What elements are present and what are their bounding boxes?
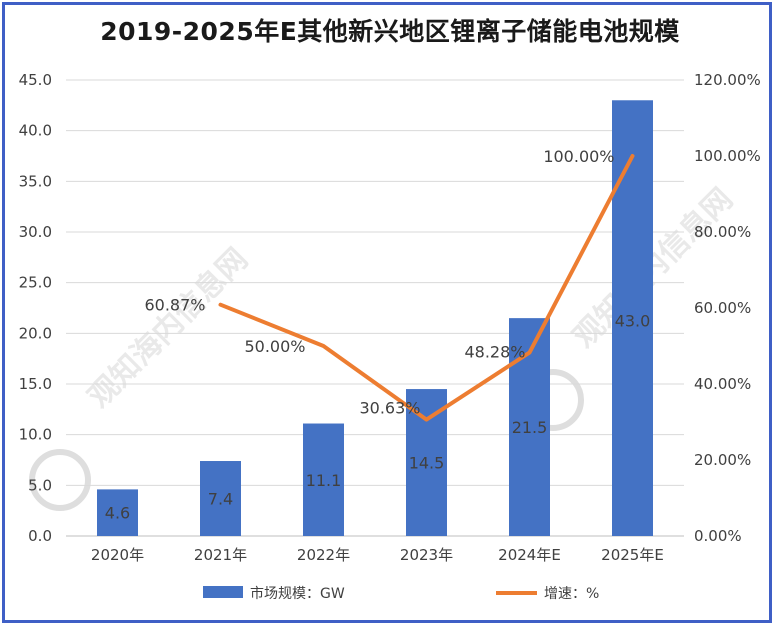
watermark-logo-icon bbox=[29, 449, 91, 511]
gridlines bbox=[66, 79, 684, 537]
y-right-tick-label: 80.00% bbox=[694, 223, 751, 241]
bar-value-label: 43.0 bbox=[615, 311, 651, 330]
line-value-label: 60.87% bbox=[144, 296, 205, 315]
y-right-tick-label: 60.00% bbox=[694, 299, 751, 317]
x-tick-label: 2024年E bbox=[498, 546, 561, 564]
bar-series bbox=[97, 100, 653, 537]
y-right-tick-label: 0.00% bbox=[694, 527, 742, 545]
y-left-tick-label: 10.0 bbox=[19, 426, 52, 444]
y-left-tick-label: 0.0 bbox=[28, 527, 52, 545]
x-tick-label: 2025年E bbox=[601, 546, 664, 564]
legend-swatch-bar bbox=[203, 586, 243, 598]
line-value-label: 100.00% bbox=[543, 147, 614, 166]
x-tick-label: 2020年 bbox=[91, 546, 144, 564]
watermark-text: 观知海内信息网 bbox=[567, 182, 740, 355]
y-right-tick-label: 100.00% bbox=[694, 147, 761, 165]
y-left-tick-label: 30.0 bbox=[19, 223, 52, 241]
x-tick-label: 2022年 bbox=[297, 546, 350, 564]
bar bbox=[612, 100, 653, 537]
line-value-label: 50.00% bbox=[244, 337, 305, 356]
y-left-tick-label: 35.0 bbox=[19, 172, 52, 190]
line-value-label: 48.28% bbox=[464, 343, 525, 362]
y-right-tick-label: 40.00% bbox=[694, 375, 751, 393]
legend-label-bar: 市场规模：GW bbox=[250, 585, 345, 602]
data-labels: 4.6 7.4 11.1 14.5 21.5 43.0 60.87% 50.00% 30.63%… bbox=[105, 147, 651, 523]
legend: 市场规模：GW 增速：% bbox=[203, 585, 599, 602]
growth-line bbox=[218, 154, 635, 422]
x-tick-label: 2023年 bbox=[400, 546, 453, 564]
bar-value-label: 21.5 bbox=[512, 418, 548, 437]
bar-value-label: 7.4 bbox=[208, 490, 233, 509]
bar bbox=[97, 489, 138, 536]
bar-value-label: 11.1 bbox=[306, 471, 342, 490]
y-left-tick-label: 40.0 bbox=[19, 122, 52, 140]
bar-value-label: 14.5 bbox=[409, 454, 445, 473]
watermark-text: 观知海内信息网 bbox=[82, 242, 255, 415]
y-left-tick-label: 45.0 bbox=[19, 71, 52, 89]
bar-value-label: 4.6 bbox=[105, 504, 130, 523]
y-left-tick-label: 25.0 bbox=[19, 274, 52, 292]
x-tick-label: 2021年 bbox=[194, 546, 247, 564]
bar bbox=[303, 423, 344, 536]
y-right-tick-label: 120.00% bbox=[694, 71, 761, 89]
y-right-tick-label: 20.00% bbox=[694, 451, 751, 469]
y-left-tick-label: 15.0 bbox=[19, 375, 52, 393]
y-left-tick-label: 20.0 bbox=[19, 324, 52, 342]
bar bbox=[200, 461, 241, 536]
axes: 0.0 5.0 10.0 15.0 20.0 25.0 30.0 35.0 40.0 45.0 0.… bbox=[19, 71, 761, 564]
y-left-tick-label: 5.0 bbox=[28, 476, 52, 494]
line-series bbox=[218, 154, 635, 422]
bar bbox=[406, 389, 447, 536]
legend-label-line: 增速：% bbox=[544, 586, 599, 602]
chart-title: 2019-2025年E其他新兴地区锂离子储能电池规模 bbox=[100, 17, 680, 46]
line-value-label: 30.63% bbox=[359, 399, 420, 418]
